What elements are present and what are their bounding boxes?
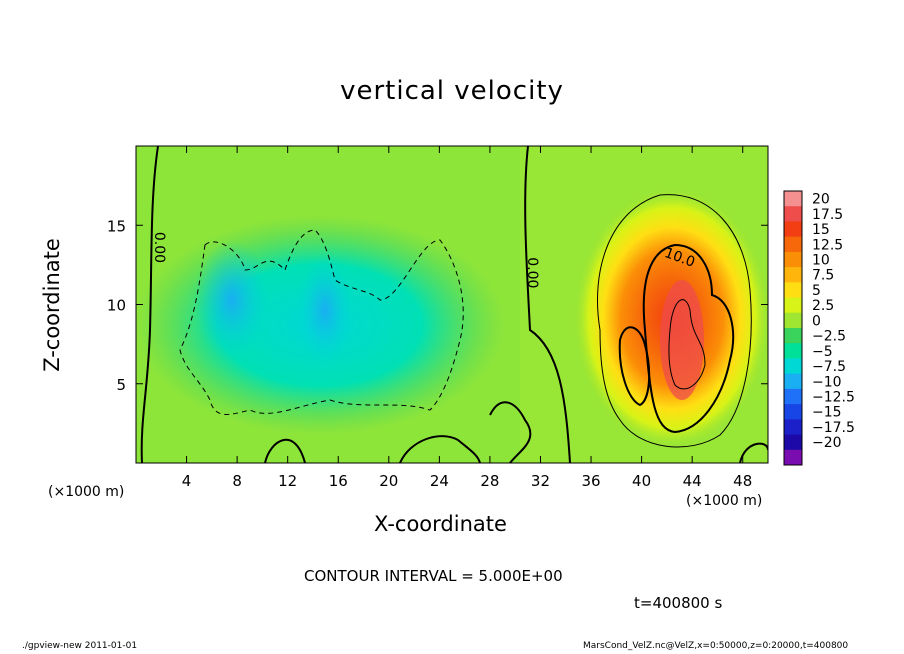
contour-label: 0.00 [151,232,167,263]
colorbar-label: −10 [812,374,842,390]
colorbar-label: −17.5 [812,420,855,436]
downdraft-core-2 [297,255,353,365]
colorbar-swatch [784,449,802,466]
colorbar-label: 10 [812,253,830,269]
footer-right: MarsCond_VelZ.nc@VelZ,x=0:50000,z=0:2000… [583,641,849,651]
colorbar-swatch [784,328,802,344]
colorbar-swatch [784,312,802,329]
x-tick-label: 48 [733,472,752,490]
x-tick-label: 12 [278,472,297,490]
colorbar-swatch [784,388,802,405]
colorbar-label: 5 [812,283,821,299]
colorbar-swatch [784,206,802,222]
colorbar-label: 12.5 [812,237,843,253]
colorbar-swatch [784,358,802,375]
colorbar-swatch [784,191,802,207]
downdraft-core-1 [194,240,270,360]
colorbar-label: 15 [812,222,830,238]
contour-5 [597,194,752,448]
zero-contour-bump-2 [399,435,481,463]
colorbar-swatch [784,373,802,390]
y-tick-label: 5 [116,376,126,394]
footer-left: ./gpview-new 2011-01-01 [22,641,138,651]
x-tick-label: 8 [232,472,242,490]
colorbar-frame [783,190,803,466]
updraft-core [660,280,704,400]
field-layer [136,146,768,463]
colorbar-label: 17.5 [812,207,843,223]
colorbar-swatch [784,419,802,436]
colorbar-swatch [784,434,802,451]
x-unit-label-left: (×1000 m) [48,484,125,500]
contour-labels: 0.000.00 10.0 [151,232,697,289]
colorbar-label: −20 [812,435,842,451]
chart-title: vertical velocity [340,76,564,106]
x-tick-label: 24 [430,472,449,490]
colorbar-swatch [784,251,802,268]
colorbar-swatch [784,236,802,253]
x-tick-label: 36 [581,472,600,490]
x-tick-label: 44 [683,472,702,490]
colorbar: 2017.51512.5107.552.50−2.5−5−7.5−10−12.5… [783,190,855,466]
y-tick-label: 10 [107,297,126,315]
colorbar-label: −15 [812,405,842,421]
x-axis: 4 8 12 16 20 24 28 32 36 40 44 48 [182,146,752,490]
colorbar-label: −7.5 [812,359,846,375]
colorbar-label: 2.5 [812,298,834,314]
y-axis: 5 10 15 [107,217,768,394]
x-tick-label: 40 [632,472,651,490]
x-axis-label: X-coordinate [374,512,507,536]
contour-10 [642,243,735,434]
time-text: t=400800 s [634,594,723,612]
contour-interval-text: CONTOUR INTERVAL = 5.000E+00 [304,567,563,585]
negative-contour [179,229,464,415]
x-tick-label: 4 [182,472,192,490]
zero-contour-bump-1 [264,438,306,463]
colorbar-swatch [784,343,802,359]
x-unit-label-right: (×1000 m) [686,493,763,509]
colorbar-label: −12.5 [812,390,855,406]
x-tick-label: 28 [480,472,499,490]
contour-10-small [618,326,651,407]
colorbar-label: 7.5 [812,268,834,284]
contour-label: 0.00 [524,257,540,288]
x-tick-label: 20 [379,472,398,490]
colorbar-swatch [784,404,802,420]
colorbar-swatch [784,221,802,238]
colorbar-label: 0 [812,313,821,329]
x-tick-label: 32 [531,472,550,490]
zero-contour-bump-3 [489,401,532,463]
y-tick-label: 15 [107,217,126,235]
colorbar-swatch [784,297,802,314]
colorbar-label: 20 [812,192,830,208]
zero-contour-bump-4 [739,442,768,463]
colorbar-label: −2.5 [812,329,846,345]
zero-contour-left [140,146,159,463]
colorbar-swatch [784,282,802,299]
x-tick-label: 16 [329,472,348,490]
colorbar-swatch [784,267,802,283]
y-axis-label: Z-coordinate [40,238,64,372]
zero-contour-right [524,146,571,463]
contour-15 [668,299,706,390]
colorbar-label: −5 [812,344,833,360]
